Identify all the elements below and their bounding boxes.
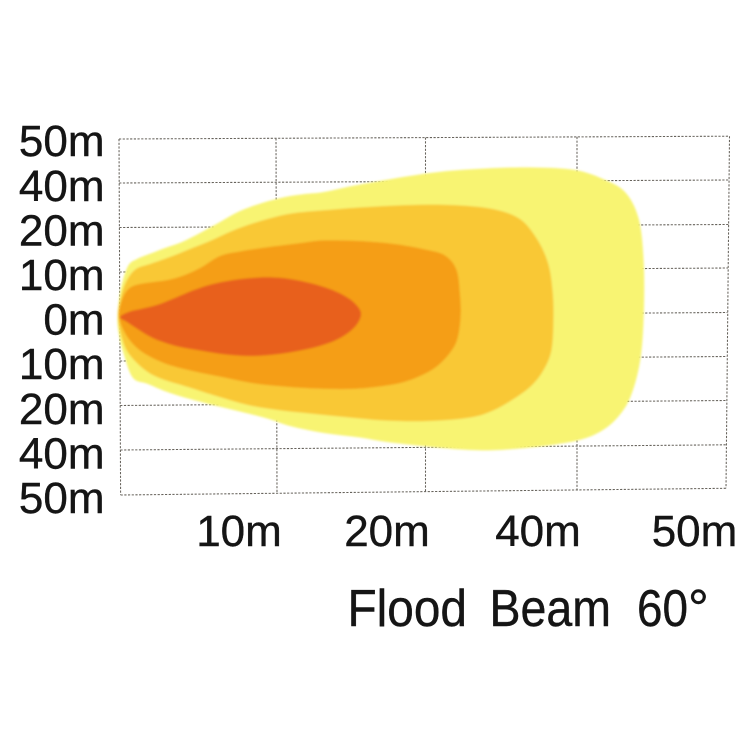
svg-text:Beam: Beam xyxy=(490,580,612,638)
svg-text:Flood: Flood xyxy=(348,580,468,638)
svg-text:40m: 40m xyxy=(19,429,105,478)
svg-text:50m: 50m xyxy=(19,117,105,166)
svg-text:0m: 0m xyxy=(43,296,104,345)
svg-text:10m: 10m xyxy=(196,507,282,556)
svg-text:40m: 40m xyxy=(19,162,105,211)
svg-text:10m: 10m xyxy=(19,251,105,300)
svg-text:50m: 50m xyxy=(652,507,738,556)
svg-text:10m: 10m xyxy=(19,340,105,389)
svg-text:°: ° xyxy=(688,580,709,638)
svg-text:40m: 40m xyxy=(495,507,581,556)
svg-text:50m: 50m xyxy=(19,474,105,523)
svg-text:20m: 20m xyxy=(19,385,105,434)
svg-text:20m: 20m xyxy=(344,507,430,556)
svg-text:60: 60 xyxy=(637,580,688,638)
svg-text:20m: 20m xyxy=(19,206,105,255)
